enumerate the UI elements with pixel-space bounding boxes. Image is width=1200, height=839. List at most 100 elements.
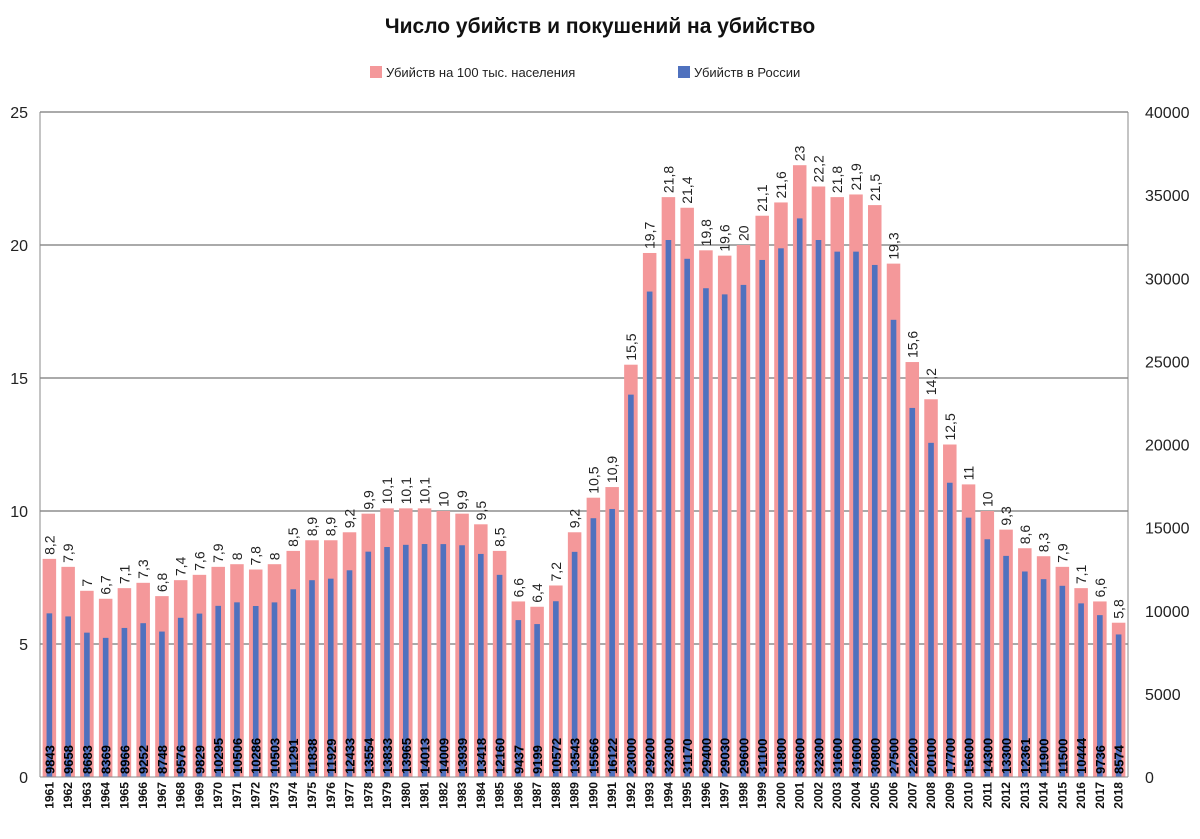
count-bar: [159, 631, 165, 777]
rate-data-label: 6,6: [510, 578, 526, 598]
rate-data-label: 6,6: [1092, 578, 1108, 598]
count-data-label: 9437: [511, 745, 526, 774]
rate-data-label: 14,2: [923, 368, 939, 395]
count-data-label: 32300: [811, 738, 826, 774]
rate-data-label: 8,2: [41, 535, 57, 555]
count-bar: [1115, 634, 1122, 777]
count-data-label: 9829: [192, 745, 207, 774]
x-tick-label: 1995: [680, 782, 694, 809]
count-bar: [703, 288, 709, 777]
count-bar: [84, 632, 90, 777]
right-tick-label: 20000: [1145, 438, 1190, 455]
x-tick-label: 1971: [230, 782, 244, 809]
x-tick-label: 1977: [343, 782, 357, 809]
x-tick-label: 1978: [361, 782, 375, 809]
x-tick-label: 1966: [136, 782, 150, 809]
count-bar: [721, 294, 728, 777]
right-tick-label: 10000: [1145, 604, 1190, 621]
count-data-label: 31170: [680, 739, 695, 774]
right-tick-label: 25000: [1145, 354, 1190, 371]
right-tick-label: 40000: [1145, 105, 1190, 122]
rate-data-label: 10: [435, 491, 451, 507]
count-bar: [102, 637, 109, 777]
count-data-label: 29200: [643, 738, 658, 774]
count-data-label: 10295: [211, 738, 226, 774]
count-bar: [1003, 555, 1009, 777]
count-data-label: 8966: [117, 745, 132, 774]
x-tick-label: 1985: [493, 782, 507, 809]
left-tick-label: 20: [10, 238, 28, 255]
count-bar: [759, 259, 766, 777]
count-bar: [571, 551, 578, 777]
x-tick-label: 1969: [192, 782, 206, 809]
rate-data-label: 10: [979, 491, 995, 507]
count-bar: [1059, 585, 1066, 777]
rate-data-label: 7,9: [1054, 543, 1070, 563]
count-data-label: 11500: [1055, 739, 1070, 774]
x-tick-label: 2010: [962, 782, 976, 809]
x-tick-label: 2007: [905, 782, 919, 809]
count-data-label: 9736: [1093, 745, 1108, 774]
rate-data-label: 10,9: [604, 456, 620, 483]
rate-data-label: 6,7: [98, 575, 114, 595]
count-data-label: 8369: [99, 745, 114, 774]
count-bar: [459, 545, 465, 777]
count-data-label: 31600: [849, 738, 864, 774]
count-data-label: 31600: [830, 738, 845, 774]
rate-data-label: 8,5: [285, 527, 301, 547]
x-tick-label: 2015: [1055, 782, 1069, 809]
right-tick-label: 5000: [1145, 687, 1181, 704]
legend-label-rate: Убийств на 100 тыс. населения: [386, 65, 575, 80]
x-tick-label: 1989: [568, 782, 582, 809]
count-data-label: 13300: [999, 738, 1014, 774]
x-tick-label: 1970: [211, 782, 225, 809]
count-bar: [271, 602, 278, 777]
rate-data-label: 7,1: [116, 564, 132, 584]
count-bar: [65, 616, 71, 777]
rate-data-label: 7: [79, 579, 95, 587]
count-bar: [121, 627, 128, 777]
x-tick-label: 1962: [61, 782, 75, 809]
count-bar: [815, 240, 822, 777]
right-tick-label: 35000: [1145, 188, 1190, 205]
count-data-label: 9252: [136, 745, 151, 774]
x-tick-label: 1975: [305, 782, 319, 809]
left-axis: 0 5 10 15 20 25: [10, 105, 41, 787]
count-bar: [834, 251, 841, 777]
count-bar: [590, 518, 597, 777]
count-data-label: 20100: [924, 738, 939, 774]
rate-data-label: 12,5: [942, 413, 958, 440]
x-tick-label: 1998: [736, 782, 750, 809]
rate-data-label: 15,6: [904, 331, 920, 358]
count-bar: [609, 508, 615, 777]
count-bar: [177, 617, 184, 777]
count-data-label: 31100: [755, 739, 770, 774]
count-data-label: 31800: [774, 738, 789, 774]
rate-data-label: 9,3: [998, 506, 1014, 526]
count-data-label: 32300: [661, 738, 676, 774]
count-data-label: 11900: [1037, 739, 1052, 774]
x-tick-label: 2002: [811, 782, 825, 809]
count-data-label: 10506: [230, 738, 245, 774]
rate-data-label: 21,1: [754, 184, 770, 211]
x-tick-label: 1963: [80, 782, 94, 809]
rate-data-label: 7,1: [1073, 564, 1089, 584]
count-bar: [478, 553, 484, 777]
x-tick-label: 1991: [605, 782, 619, 809]
x-tick-label: 1999: [755, 782, 769, 809]
x-tick-label: 2008: [924, 782, 938, 809]
x-tick-label: 2014: [1037, 782, 1051, 809]
count-data-label: 23000: [624, 738, 639, 774]
legend-swatch-rate: [370, 66, 382, 78]
count-bar: [646, 291, 653, 777]
rate-data-label: 9,9: [454, 490, 470, 510]
x-tick-label: 1967: [155, 782, 169, 809]
x-tick-label: 1984: [474, 782, 488, 809]
x-tick-label: 1981: [418, 782, 432, 809]
x-tick-label: 2001: [793, 782, 807, 809]
x-tick-label: 1983: [455, 782, 469, 809]
count-bar: [1097, 615, 1103, 777]
count-bar: [1040, 579, 1047, 777]
x-tick-label: 2013: [1018, 782, 1032, 809]
count-data-label: 8683: [80, 745, 95, 774]
